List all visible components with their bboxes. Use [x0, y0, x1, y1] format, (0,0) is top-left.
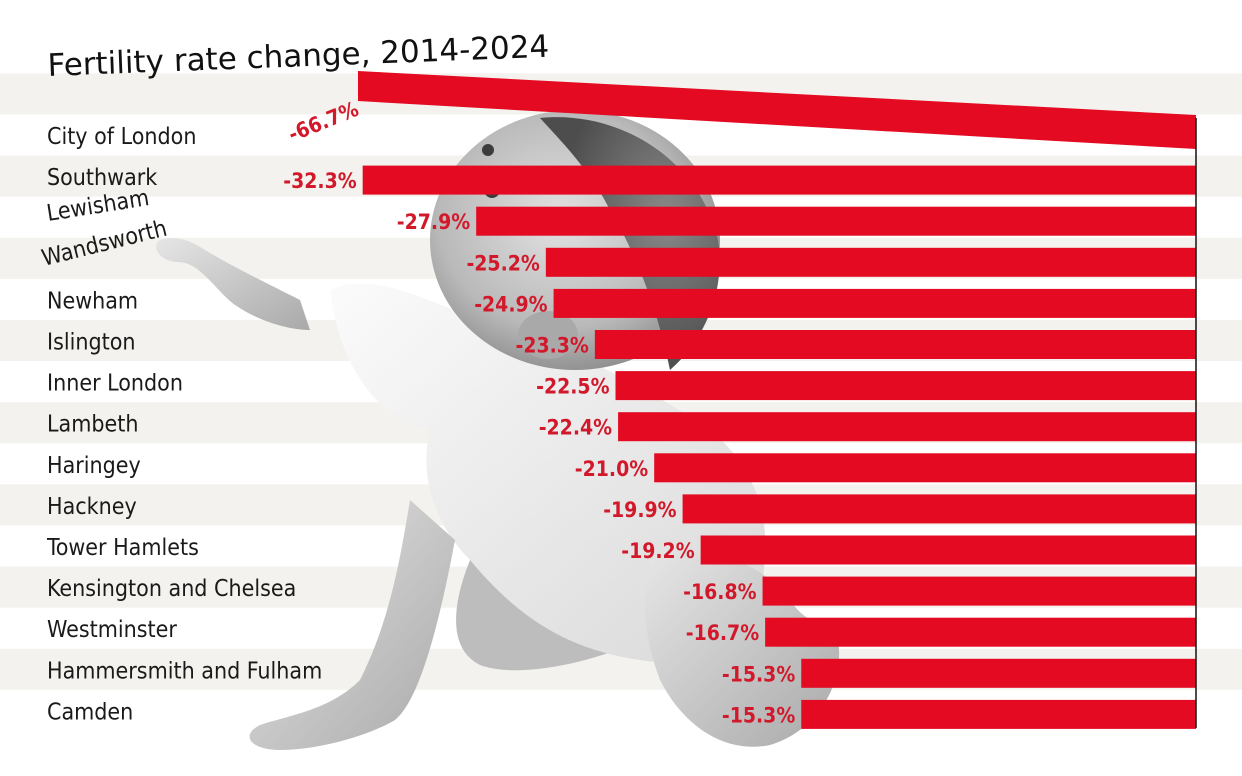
- category-label: Hackney: [47, 494, 137, 520]
- category-label: Islington: [47, 330, 136, 356]
- baby-far-arm: [156, 238, 310, 330]
- data-label: -24.9%: [474, 292, 547, 316]
- data-label: -25.2%: [466, 251, 539, 275]
- category-label: Westminster: [47, 617, 177, 643]
- category-label: City of London: [47, 124, 196, 150]
- baby-front-leg: [644, 552, 840, 747]
- bar: [682, 494, 1196, 524]
- data-label: -21.0%: [575, 457, 648, 481]
- bar: [801, 658, 1196, 688]
- bar: [765, 617, 1196, 647]
- category-label: Southwark: [47, 165, 157, 191]
- bar: [594, 330, 1196, 359]
- chart-marks: City of London -66.7%Southwark -32.3%Lewis…: [39, 71, 1197, 729]
- bar: [476, 206, 1196, 236]
- bar: [618, 412, 1196, 442]
- data-label: -27.9%: [397, 210, 470, 234]
- data-label: -16.7%: [686, 621, 759, 645]
- bar: [700, 535, 1196, 565]
- bar: [654, 453, 1196, 483]
- baby-ear: [518, 311, 578, 359]
- category-label: Tower Hamlets: [46, 535, 199, 561]
- data-label: -15.3%: [722, 703, 795, 727]
- bar: [362, 165, 1196, 195]
- bar-city-of-london: [358, 71, 1196, 149]
- bar: [553, 288, 1196, 318]
- category-label: Newham: [47, 288, 138, 314]
- baby-eye-near: [482, 144, 494, 156]
- data-label: -22.5%: [536, 375, 609, 399]
- bar: [615, 371, 1196, 401]
- category-label: Kensington and Chelsea: [47, 576, 296, 602]
- data-label: -22.4%: [539, 416, 612, 440]
- bar: [545, 247, 1196, 277]
- category-label: Lambeth: [47, 412, 138, 438]
- data-label: -32.3%: [283, 169, 356, 193]
- data-label: -15.3%: [722, 662, 795, 686]
- category-label: Haringey: [47, 453, 141, 479]
- category-label: Camden: [47, 699, 133, 725]
- category-label: Hammersmith and Fulham: [47, 658, 322, 684]
- bar: [801, 699, 1196, 729]
- data-label: -23.3%: [515, 334, 588, 358]
- bar: [762, 576, 1196, 606]
- baby-front-arm: [249, 500, 455, 750]
- data-label: -19.2%: [621, 539, 694, 563]
- data-label: -19.9%: [603, 498, 676, 522]
- category-label: Inner London: [47, 371, 183, 397]
- data-label: -16.8%: [683, 580, 756, 604]
